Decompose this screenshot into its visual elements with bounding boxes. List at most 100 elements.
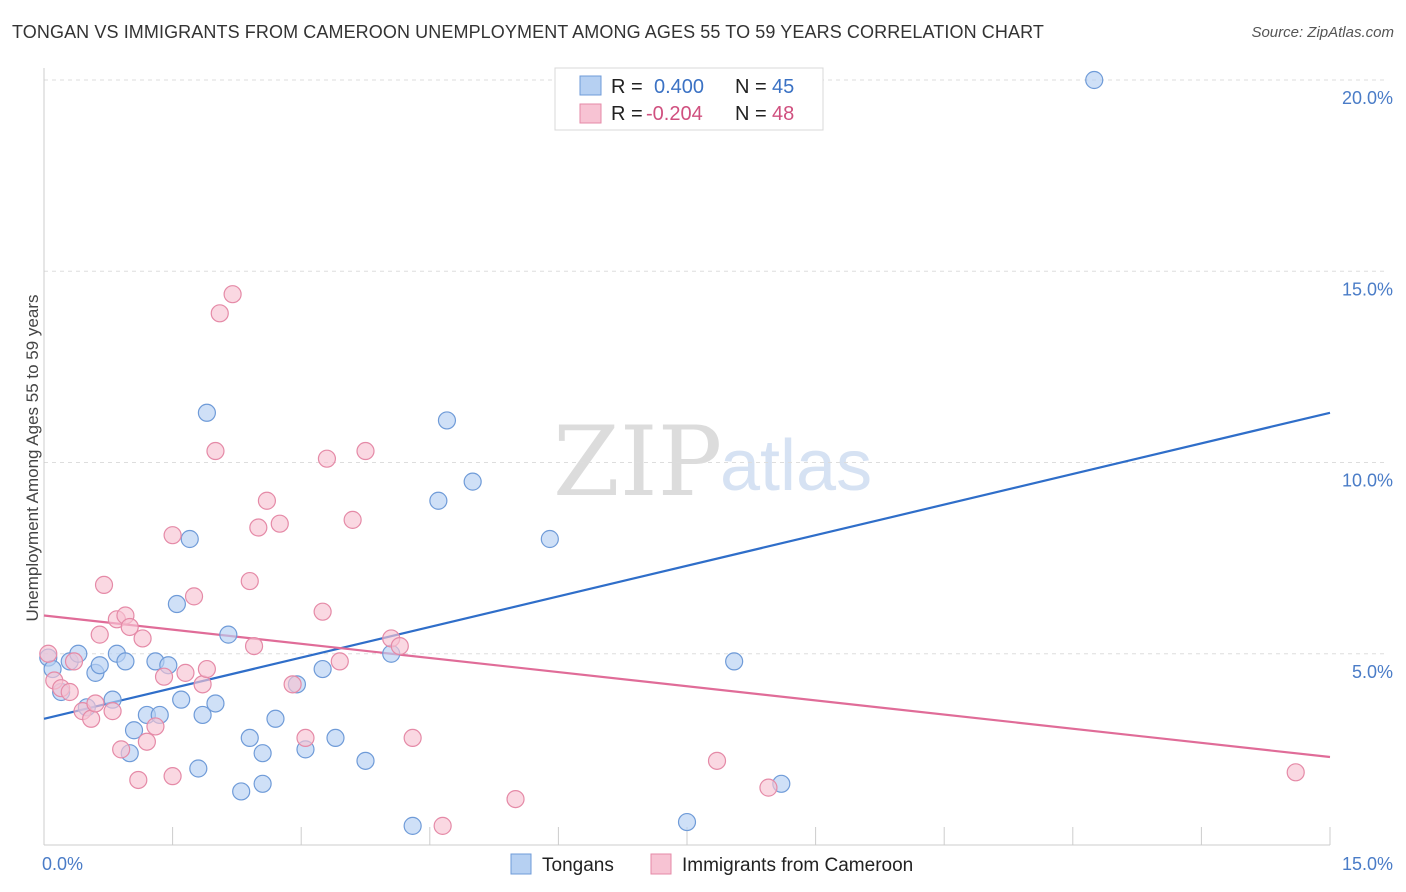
y-tick-label-3: 20.0% (1342, 88, 1393, 108)
tongans-point-42 (725, 652, 744, 671)
watermark: ZIP atlas (553, 406, 872, 518)
cameroon-point-34 (283, 675, 302, 694)
cameroon-point-12 (112, 740, 131, 759)
legend-swatch-tongans (579, 75, 602, 96)
bottom-legend-label-cameroon: Immigrants from Cameroon (682, 855, 913, 876)
cameroon-point-7 (86, 694, 105, 713)
cameroon-point-8 (90, 625, 109, 644)
cameroon-point-45 (506, 789, 525, 809)
legend-r-value-cameroon: -0.204 (646, 103, 703, 125)
cameroon-point-25 (197, 659, 216, 679)
legend-r-label-tongans: R = (611, 76, 643, 98)
cameroon-point-21 (163, 767, 182, 786)
tongans-point-38 (437, 411, 457, 430)
cameroon-point-17 (137, 732, 156, 751)
cameroon-point-14 (120, 617, 139, 637)
legend-n-label-tongans: N = (735, 76, 767, 98)
y-tick-label-2: 15.0% (1342, 279, 1393, 299)
tongans-point-10 (116, 652, 135, 671)
cameroon-point-24 (193, 675, 212, 694)
tongans-point-7 (90, 656, 109, 675)
tongans-point-12 (124, 721, 144, 740)
cameroon-point-18 (146, 717, 165, 736)
cameroon-point-23 (184, 587, 204, 606)
tongans-trend-line (43, 411, 1331, 720)
cameroon-point-0 (39, 644, 58, 663)
cameroon-point-33 (270, 514, 289, 533)
tongans-point-27 (253, 744, 272, 763)
cameroon-point-19 (154, 667, 174, 686)
legend-n-value-tongans: 45 (772, 76, 794, 98)
tongans-point-41 (677, 812, 697, 832)
tongans-point-25 (232, 782, 251, 801)
tongans-point-22 (197, 403, 216, 422)
source-label: Source: ZipAtlas.com (1251, 24, 1394, 41)
tongans-point-18 (172, 690, 191, 709)
cameroon-point-30 (244, 636, 264, 656)
cameroon-point-22 (176, 663, 195, 682)
y-axis-label: Unemployment Among Ages 55 to 59 years (23, 295, 42, 622)
tongans-point-20 (189, 759, 208, 778)
cameroon-point-26 (206, 441, 225, 461)
cameroon-point-36 (313, 602, 332, 621)
tongans-point-24 (219, 625, 238, 644)
cameroon-point-35 (296, 728, 315, 748)
tongans-point-23 (206, 694, 225, 713)
tongans-point-17 (167, 594, 186, 614)
cameroon-point-46 (707, 751, 727, 770)
tongans-point-39 (463, 472, 482, 491)
tongans-point-21 (193, 705, 212, 725)
bottom-legend-swatch-cameroon (650, 853, 672, 875)
cameroon-point-27 (210, 304, 229, 323)
tongans-point-40 (540, 529, 559, 549)
legend-r-value-tongans: 0.400 (654, 76, 704, 98)
grid-lines (44, 79, 1385, 655)
tongans-point-36 (403, 816, 422, 835)
x-ticks (43, 827, 1331, 845)
cameroon-point-39 (343, 510, 362, 529)
tongans-point-44 (1085, 70, 1104, 90)
cameroon-point-42 (390, 636, 409, 656)
cameroon-point-48 (1286, 763, 1305, 782)
cameroon-point-47 (759, 778, 778, 797)
cameroon-point-4 (64, 652, 84, 671)
cameroon-point-20 (163, 526, 182, 545)
bottom-legend-label-tongans: Tongans (542, 855, 614, 876)
cameroon-point-37 (317, 449, 337, 468)
tongans-point-19 (180, 529, 199, 549)
cameroon-point-43 (403, 728, 422, 748)
y-tick-label-0: 5.0% (1352, 662, 1393, 682)
tongans-point-28 (253, 774, 272, 793)
cameroon-point-6 (82, 709, 101, 728)
x-tick-label-max: 15.0% (1342, 854, 1393, 874)
y-tick-labels: 5.0% 10.0% 15.0% 20.0% (1342, 88, 1393, 682)
tongans-point-37 (429, 491, 448, 510)
legend-box: R = 0.400 N = 45 R = -0.204 N = 48 (554, 67, 824, 131)
legend-n-label-cameroon: N = (735, 103, 767, 125)
tongans-point-34 (356, 751, 375, 770)
cameroon-point-44 (433, 816, 452, 835)
cameroon-point-40 (356, 441, 375, 461)
cameroon-point-16 (133, 629, 152, 648)
cameroon-point-10 (103, 702, 122, 721)
chart-title: TONGAN VS IMMIGRANTS FROM CAMEROON UNEMP… (12, 22, 1044, 42)
legend-r-label-cameroon: R = (611, 103, 643, 125)
tongans-point-26 (240, 728, 259, 748)
cameroon-point-28 (223, 285, 242, 304)
watermark-atlas: atlas (720, 426, 872, 506)
cameroon-point-38 (330, 652, 349, 671)
bottom-legend: Tongans Immigrants from Cameroon (510, 853, 913, 876)
cameroon-point-9 (94, 575, 114, 595)
cameroon-point-3 (60, 682, 79, 702)
legend-n-value-cameroon: 48 (772, 103, 794, 125)
data-points (39, 70, 1305, 835)
cameroon-point-29 (240, 571, 259, 591)
y-tick-label-1: 10.0% (1342, 471, 1393, 491)
bottom-legend-swatch-tongans (510, 853, 532, 875)
cameroon-point-31 (249, 518, 268, 537)
legend-swatch-cameroon (579, 103, 602, 124)
tongans-point-29 (266, 709, 285, 728)
tongans-point-32 (313, 659, 332, 679)
cameroon-point-15 (129, 770, 148, 790)
